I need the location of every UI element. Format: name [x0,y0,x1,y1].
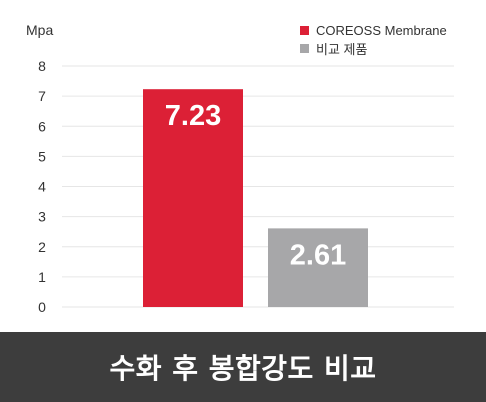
y-tick-label: 8 [38,58,46,74]
data-label: 2.61 [290,239,346,271]
legend-swatch-red [300,25,309,35]
legend-label: 비교 제품 [316,41,368,57]
y-tick-label: 2 [38,239,46,255]
footer-banner: 수화 후 봉합강도 비교 [0,332,486,402]
y-tick-label: 6 [38,118,46,134]
legend-item-comparison: 비교 제품 [300,39,447,57]
legend-item-coreoss: COREOSS Membrane [300,21,447,39]
y-tick-label: 5 [38,148,46,164]
footer-title: 수화 후 봉합강도 비교 [109,352,377,385]
y-tick-label: 3 [38,209,46,225]
bar-2 [268,228,368,307]
chart-area: 0 1 2 3 4 5 6 7 8 7.23 2.61 Mpa COREOSS Membrane 비… [26,21,454,315]
legend-swatch-gray [300,43,309,53]
y-tick-label: 1 [38,269,46,285]
legend: COREOSS Membrane 비교 제품 [300,21,447,57]
y-tick-label: 4 [38,179,46,195]
data-label: 7.23 [165,100,221,132]
y-tick-label: 7 [38,88,46,104]
y-tick-label: 0 [38,299,46,315]
bar-1 [143,89,243,307]
y-axis-label: Mpa [26,22,54,38]
bar-chart: 0 1 2 3 4 5 6 7 8 7.23 2.61 [38,58,454,315]
legend-label: COREOSS Membrane [316,22,447,38]
